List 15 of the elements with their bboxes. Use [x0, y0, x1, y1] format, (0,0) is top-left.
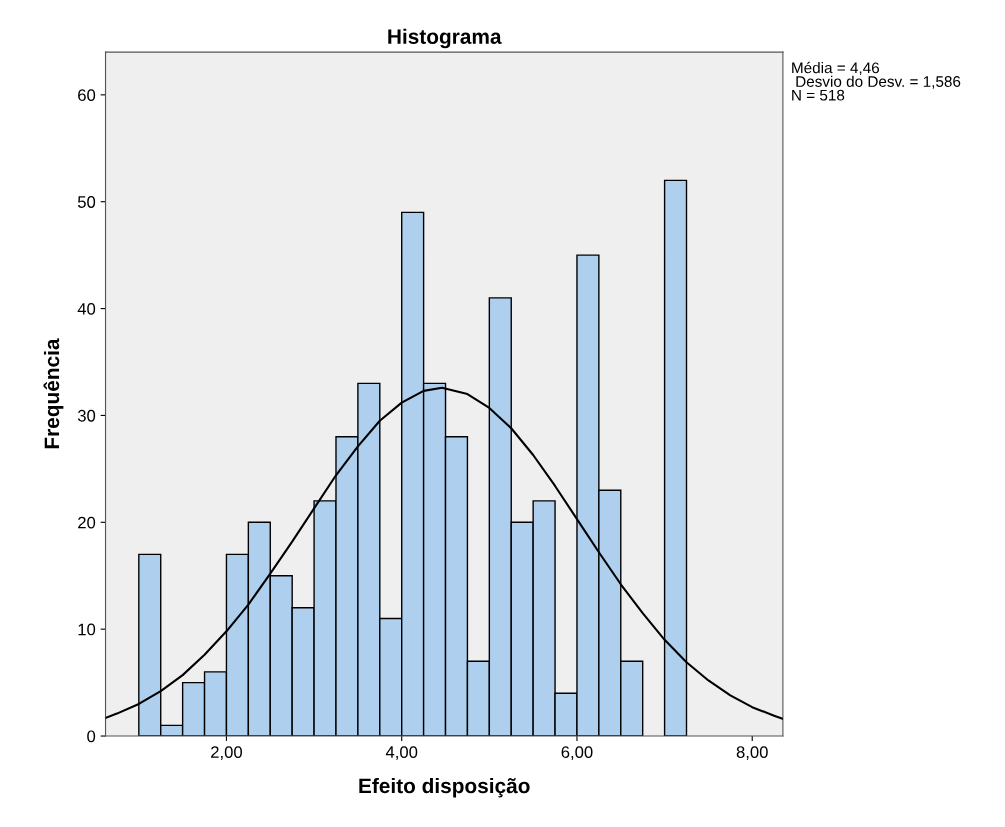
y-tick-label: 50	[77, 196, 96, 208]
x-tick-label: 4,00	[385, 746, 418, 760]
x-tick-label: 2,00	[211, 746, 243, 760]
y-axis-title: Frequência	[43, 338, 64, 449]
x-axis-title: Efeito disposição	[359, 777, 530, 798]
x-tick-label: 8,00	[736, 746, 768, 760]
chart-title: Histograma	[388, 28, 502, 49]
x-tick-label: 6,00	[561, 746, 593, 760]
y-tick-label: 0	[87, 730, 96, 743]
y-tick-label: 20	[78, 516, 96, 529]
y-tick-label: 60	[78, 89, 96, 102]
y-tick-label: 40	[77, 302, 96, 315]
y-tick-label: 30	[77, 409, 96, 422]
y-tick-label: 10	[78, 623, 96, 636]
text: Média = 4,46 Desvio do Desv. = 1,586 N = 518	[792, 61, 961, 101]
